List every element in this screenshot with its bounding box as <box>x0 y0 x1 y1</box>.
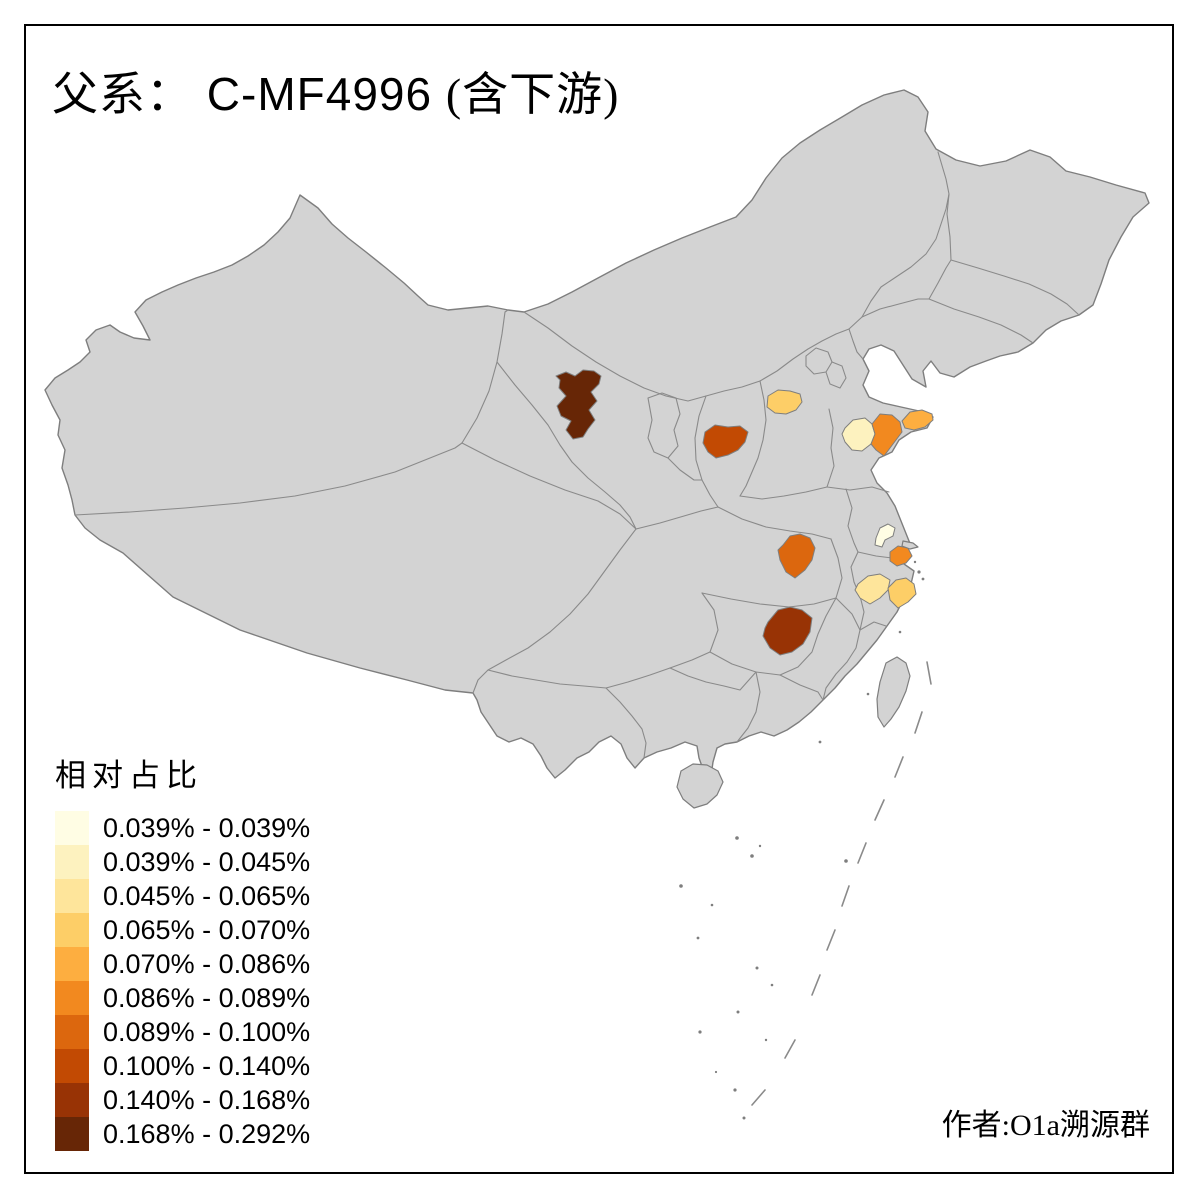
legend-swatch <box>55 1049 89 1083</box>
legend-swatch <box>55 913 89 947</box>
legend-title: 相对占比 <box>55 758 203 793</box>
legend-row: 0.089% - 0.100% <box>55 1015 310 1049</box>
china-landmass <box>44 89 1150 779</box>
legend-panel: 相对占比 0.039% - 0.039% 0.039% - 0.045% 0.045… <box>55 750 310 1151</box>
choropleth-regions <box>555 369 934 656</box>
legend-label: 0.070% - 0.086% <box>103 948 311 979</box>
nine-dash-line <box>751 661 932 1106</box>
choropleth-region <box>854 573 891 605</box>
legend-label: 0.100% - 0.140% <box>103 1050 311 1081</box>
credit-text: 作者:O1a溯源群 <box>941 1109 1150 1142</box>
choropleth-region <box>887 577 917 609</box>
choropleth-region <box>874 523 896 548</box>
legend-swatch <box>55 981 89 1015</box>
choropleth-region <box>762 606 813 656</box>
choropleth-region <box>901 409 934 431</box>
legend-swatch <box>55 1015 89 1049</box>
hainan-island <box>676 763 724 809</box>
legend-row: 0.168% - 0.292% <box>55 1117 310 1151</box>
legend-row: 0.039% - 0.039% <box>55 811 310 845</box>
legend-rows: 0.039% - 0.039% 0.039% - 0.045% 0.045% - 0… <box>55 811 310 1151</box>
legend-row: 0.100% - 0.140% <box>55 1049 310 1083</box>
title-code: C-MF4996 <box>206 68 433 120</box>
south-sea-island-dots <box>679 560 925 1120</box>
legend-label: 0.089% - 0.100% <box>103 1016 311 1047</box>
legend-row: 0.045% - 0.065% <box>55 879 310 913</box>
legend-row: 0.039% - 0.045% <box>55 845 310 879</box>
islands <box>676 540 919 809</box>
choropleth-region <box>777 533 816 579</box>
choropleth-region <box>555 369 602 440</box>
legend-swatch <box>55 947 89 981</box>
legend-label: 0.168% - 0.292% <box>103 1118 311 1149</box>
chongming-island <box>901 540 919 550</box>
page-title: 父系： C-MF4996 (含下游) <box>52 58 620 124</box>
choropleth-region <box>766 389 803 415</box>
choropleth-region <box>702 424 749 459</box>
legend-label: 0.039% - 0.045% <box>103 846 311 877</box>
legend-swatch <box>55 1117 89 1151</box>
legend-label: 0.045% - 0.065% <box>103 880 311 911</box>
legend-label: 0.140% - 0.168% <box>103 1084 311 1115</box>
choropleth-region <box>870 413 903 457</box>
legend-row: 0.140% - 0.168% <box>55 1083 310 1117</box>
taiwan-island <box>876 656 911 728</box>
province-borders <box>74 151 1080 759</box>
legend-row: 0.086% - 0.089% <box>55 981 310 1015</box>
legend-swatch <box>55 1083 89 1117</box>
legend-label: 0.086% - 0.089% <box>103 982 311 1013</box>
legend-row: 0.070% - 0.086% <box>55 947 310 981</box>
choropleth-region <box>889 545 913 567</box>
legend-swatch <box>55 879 89 913</box>
legend-label: 0.065% - 0.070% <box>103 914 311 945</box>
title-suffix: (含下游) <box>445 69 620 120</box>
title-prefix: 父系： <box>52 69 193 120</box>
legend-label: 0.039% - 0.039% <box>103 812 311 843</box>
legend-row: 0.065% - 0.070% <box>55 913 310 947</box>
legend-swatch <box>55 845 89 879</box>
legend-swatch <box>55 811 89 845</box>
